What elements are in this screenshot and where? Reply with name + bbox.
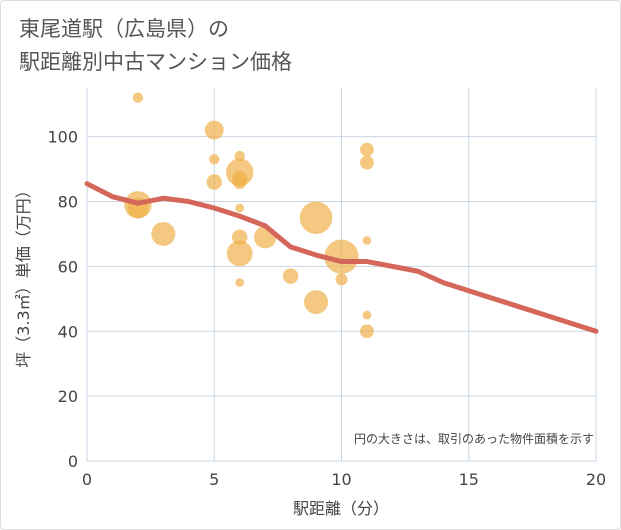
data-bubble bbox=[151, 221, 176, 246]
data-bubble bbox=[360, 142, 374, 157]
data-bubble bbox=[362, 236, 372, 245]
data-bubble bbox=[235, 203, 245, 213]
y-tick-label: 20 bbox=[58, 387, 78, 406]
data-bubble bbox=[299, 201, 333, 234]
data-bubble bbox=[360, 324, 374, 339]
y-tick-label: 60 bbox=[58, 257, 78, 276]
data-bubble bbox=[234, 150, 245, 162]
data-bubble bbox=[362, 310, 372, 320]
data-bubble bbox=[235, 278, 245, 287]
x-tick-label: 20 bbox=[586, 470, 606, 489]
x-tick-label: 0 bbox=[82, 470, 92, 489]
data-bubble bbox=[132, 92, 144, 103]
data-bubble bbox=[335, 273, 348, 286]
data-bubble bbox=[204, 120, 224, 140]
data-bubble bbox=[232, 175, 247, 189]
trend-line bbox=[84, 181, 599, 334]
chart-title-line1: 東尾道駅（広島県）の bbox=[19, 17, 229, 41]
y-tick-label: 100 bbox=[47, 128, 78, 147]
y-axis-label: 坪（3.3㎡）単価（万円） bbox=[14, 182, 33, 367]
chart-title-line2: 駅距離別中古マンション価格 bbox=[19, 50, 292, 74]
y-tick-label: 80 bbox=[58, 193, 78, 212]
data-bubble bbox=[360, 155, 374, 170]
x-tick-label: 5 bbox=[209, 470, 219, 489]
data-bubble bbox=[231, 229, 248, 245]
x-axis-label: 駅距離（分） bbox=[293, 499, 389, 518]
data-bubble bbox=[206, 174, 222, 190]
data-bubble bbox=[282, 268, 299, 284]
data-bubble bbox=[226, 240, 253, 267]
bubble-size-note: 円の大きさは、取引のあった物件面積を示す bbox=[354, 431, 594, 446]
data-bubble bbox=[324, 239, 359, 274]
y-tick-label: 0 bbox=[68, 452, 78, 471]
data-bubble bbox=[304, 290, 329, 315]
data-bubble bbox=[209, 154, 220, 165]
y-tick-label: 40 bbox=[58, 322, 78, 341]
x-tick-label: 15 bbox=[459, 470, 479, 489]
chart-title: 東尾道駅（広島県）の 駅距離別中古マンション価格 bbox=[19, 13, 292, 79]
tick-labels: 0 5 10 15 20 0 20 40 60 80 100 bbox=[47, 128, 606, 489]
x-tick-label: 10 bbox=[331, 470, 351, 489]
